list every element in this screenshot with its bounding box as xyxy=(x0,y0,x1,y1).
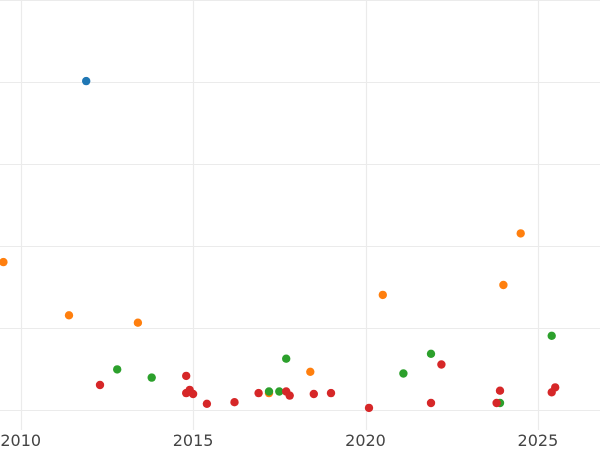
data-point-s2-5 xyxy=(399,369,408,378)
data-point-s2-2 xyxy=(264,387,274,396)
data-point-s1-2 xyxy=(133,318,143,327)
data-point-s2-3 xyxy=(275,387,284,396)
data-point-s3-7 xyxy=(254,388,263,398)
data-point-s3-4 xyxy=(188,389,198,399)
data-point-s3-15 xyxy=(492,398,501,408)
data-point-s2-6 xyxy=(426,349,436,358)
data-point-s3-11 xyxy=(326,388,336,398)
data-point-s3-5 xyxy=(202,399,212,408)
data-point-s1-4 xyxy=(306,367,315,376)
data-point-s1-5 xyxy=(378,290,387,300)
data-point-s1-7 xyxy=(516,229,525,238)
data-point-s2-0 xyxy=(113,365,122,374)
data-point-s1-0 xyxy=(0,257,8,267)
data-point-s3-1 xyxy=(182,371,191,381)
data-point-s3-12 xyxy=(364,403,374,413)
data-point-s3-14 xyxy=(437,360,446,369)
x-tick-label-2010: 2010 xyxy=(0,431,41,450)
plot-background xyxy=(0,0,600,430)
vertical-gridlines xyxy=(20,0,540,430)
data-point-s2-1 xyxy=(147,373,156,382)
x-tick-label-2020: 2020 xyxy=(345,431,386,450)
data-points xyxy=(0,76,560,413)
data-point-s2-8 xyxy=(547,331,556,340)
data-point-s3-6 xyxy=(230,398,239,407)
data-point-s3-0 xyxy=(95,380,105,390)
data-point-s2-4 xyxy=(282,354,291,363)
data-point-s0-0 xyxy=(82,76,91,86)
data-point-s3-9 xyxy=(285,391,294,400)
data-point-s3-10 xyxy=(309,389,318,399)
data-point-s3-13 xyxy=(426,398,436,408)
horizontal-gridlines xyxy=(0,0,600,411)
x-tick-label-2025: 2025 xyxy=(518,431,559,450)
data-point-s3-16 xyxy=(495,386,505,395)
data-point-s1-6 xyxy=(499,280,508,290)
data-point-s1-1 xyxy=(64,311,74,320)
x-tick-label-2015: 2015 xyxy=(173,431,214,450)
x-axis-tick-labels: 2010 2015 2020 2025 xyxy=(0,431,558,450)
data-point-s3-18 xyxy=(551,383,560,392)
